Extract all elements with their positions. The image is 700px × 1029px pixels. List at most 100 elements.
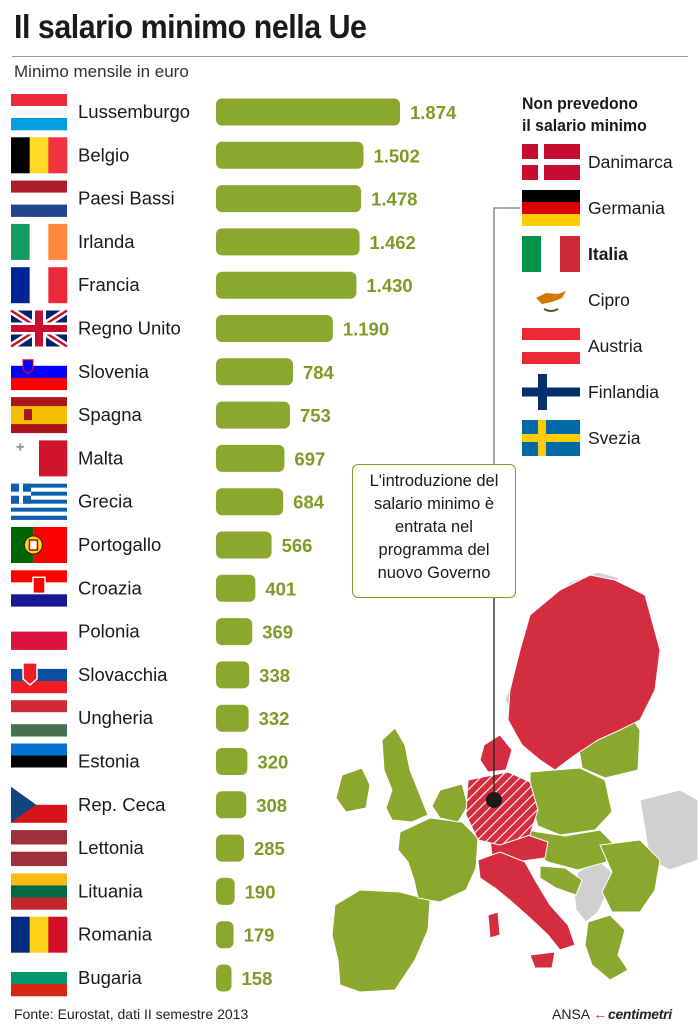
flag-stripe xyxy=(11,960,67,973)
value-label: 332 xyxy=(259,708,290,729)
value-label: 308 xyxy=(256,795,287,816)
flag-austria xyxy=(522,328,580,364)
no-min-wage-title-line: il salario minimo xyxy=(522,116,647,135)
category-label: Lussemburgo xyxy=(78,101,190,122)
value-label: 190 xyxy=(245,881,276,902)
europe-map xyxy=(331,207,699,993)
bar xyxy=(216,358,293,386)
flag-stripe xyxy=(11,495,67,500)
flag-part xyxy=(522,352,580,364)
flag-stripe xyxy=(48,137,68,174)
flag-stripe xyxy=(11,897,67,910)
flag-part xyxy=(541,236,561,272)
olive-branch-icon xyxy=(543,308,559,312)
country-flags: ✚ xyxy=(9,94,69,997)
no-min-wage-country-name: Cipro xyxy=(588,289,630,310)
flag-part xyxy=(522,190,580,202)
no-min-wage-country-name: Germania xyxy=(588,197,665,218)
bar xyxy=(216,877,235,905)
callout-line: salario minimo è xyxy=(373,495,495,513)
credit: ANSA centimetri xyxy=(552,1006,672,1022)
flag-stripe xyxy=(11,767,67,780)
category-label: Belgio xyxy=(78,144,129,165)
flag-stripe xyxy=(11,499,67,504)
flag-stripe xyxy=(48,267,68,304)
flag-spagna xyxy=(11,397,67,434)
flag-germany xyxy=(522,190,580,226)
flag-stripe xyxy=(29,267,49,304)
flag-polonia xyxy=(11,613,67,650)
source-note: Fonte: Eurostat, dati II semestre 2013 xyxy=(14,1006,249,1022)
callout-line: L'introduzione del xyxy=(369,472,499,490)
no-min-wage-item: Svezia xyxy=(522,420,641,456)
bar xyxy=(216,704,249,732)
george-cross-icon: ✚ xyxy=(16,442,24,453)
bar xyxy=(216,791,247,819)
value-label: 784 xyxy=(303,362,335,383)
category-label: Paesi Bassi xyxy=(78,188,175,209)
no-min-wage-country-name: Austria xyxy=(588,335,643,356)
flag-stripe xyxy=(11,570,67,583)
flag-stripe xyxy=(11,406,67,425)
bar xyxy=(216,315,333,342)
flag-stripe xyxy=(11,365,67,379)
flag-stripe xyxy=(29,916,49,953)
slovenia-coat-icon xyxy=(22,359,34,375)
flag-stripe xyxy=(11,503,67,508)
flag-cyprus xyxy=(522,282,580,318)
value-label: 1.874 xyxy=(410,102,457,123)
bar xyxy=(216,834,244,862)
flag-stripe xyxy=(11,491,67,496)
value-label: 1.502 xyxy=(373,145,419,166)
no-min-wage-country-name: Svezia xyxy=(588,427,641,448)
flag-stripe xyxy=(11,885,67,898)
flag-stripe xyxy=(29,223,49,260)
map-romania-bulgaria xyxy=(599,839,661,913)
flag-stripe xyxy=(11,180,67,193)
chart-subtitle: Minimo mensile in euro xyxy=(14,62,189,81)
flag-bugaria xyxy=(11,960,67,997)
title-divider xyxy=(12,56,688,57)
bar xyxy=(216,921,234,949)
government-callout: L'introduzione del salario minimo è entr… xyxy=(352,464,516,598)
flag-sweden xyxy=(522,420,580,456)
map-slovenia-croatia xyxy=(539,865,583,896)
flag-slovacchia xyxy=(11,656,67,694)
bar xyxy=(216,185,362,213)
value-label: 1.430 xyxy=(366,275,412,296)
category-labels: Lussemburgo Belgio Paesi Bassi Irlanda Franc… xyxy=(78,101,190,988)
flag-part xyxy=(522,328,580,340)
flag-part xyxy=(522,202,580,214)
bar xyxy=(216,574,256,602)
flag-stripe xyxy=(11,94,67,107)
flag-part xyxy=(522,434,580,442)
value-label: 179 xyxy=(244,925,275,946)
no-min-wage-item: Danimarca xyxy=(522,144,673,180)
flag-romania xyxy=(11,916,68,953)
flag-stripe xyxy=(11,106,67,119)
bar xyxy=(216,661,250,689)
no-min-wage-item: Finlandia xyxy=(522,374,659,410)
map-denmark xyxy=(479,734,513,773)
flag-stripe xyxy=(11,507,67,512)
flag-lussemburgo xyxy=(11,94,67,131)
bar xyxy=(216,531,272,559)
flag-paesi-bassi xyxy=(11,180,67,217)
value-label: 684 xyxy=(293,492,325,513)
portugal-shield-icon xyxy=(28,539,39,551)
flag-stripe xyxy=(11,137,30,174)
flag-stripe xyxy=(11,680,67,694)
flag-triangle xyxy=(11,786,37,823)
no-min-wage-item: Germania xyxy=(522,190,665,226)
flag-stripe xyxy=(11,118,67,131)
flag-finland xyxy=(522,374,580,410)
flag-stripe xyxy=(11,440,40,477)
brand-logo: centimetri xyxy=(593,1006,672,1022)
category-label: Lettonia xyxy=(78,837,145,858)
no-min-wage-item: Austria xyxy=(522,328,642,364)
flag-stripe xyxy=(11,668,67,682)
cyprus-island-icon xyxy=(536,291,566,304)
flag-stripe xyxy=(29,137,49,174)
no-min-wage-country-name: Finlandia xyxy=(588,381,660,402)
italy-capital-marker xyxy=(486,792,502,808)
